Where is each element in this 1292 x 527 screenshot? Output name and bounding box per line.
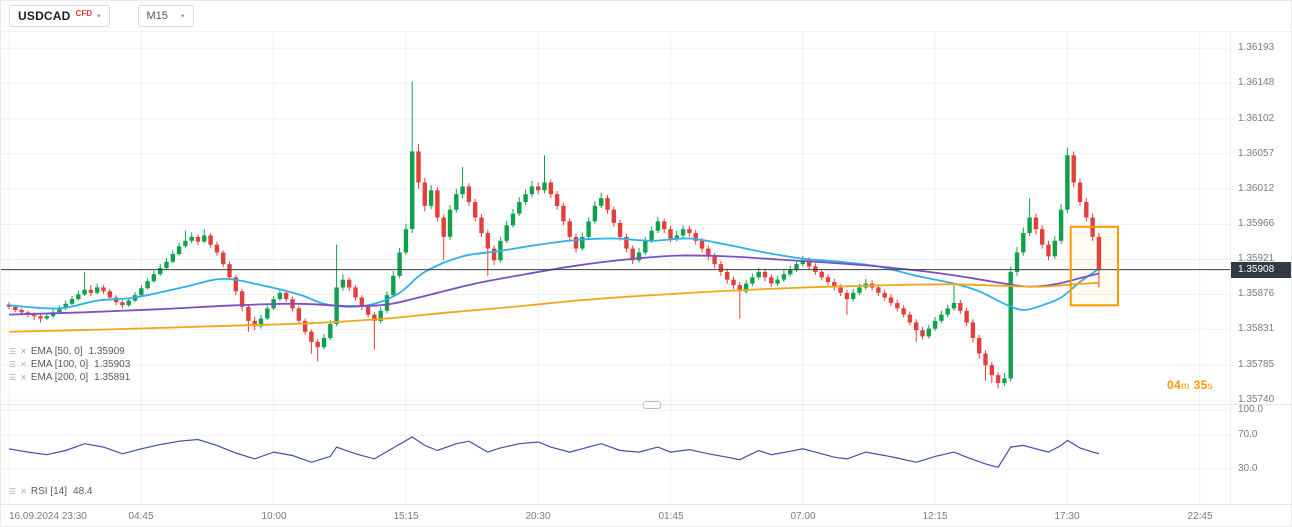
rsi-grid bbox=[1, 405, 1233, 504]
time-tick-label: 16.09.2024 23:30 bbox=[9, 511, 87, 522]
indicator-settings-icon[interactable]: ☰ bbox=[9, 486, 17, 496]
timeframe-selector[interactable]: M15 ▾ bbox=[137, 5, 194, 27]
current-price-badge: 1.35908 bbox=[1231, 262, 1291, 278]
rsi-indicator-legend: ☰ ✕ RSI [14] 48.4 bbox=[9, 485, 92, 498]
price-tick-label: 1.35785 bbox=[1238, 359, 1275, 370]
chevron-down-icon: ▾ bbox=[181, 13, 185, 20]
indicator-label: RSI [14] bbox=[30, 486, 68, 497]
time-tick-label: 17:30 bbox=[1054, 511, 1080, 522]
time-tick-label: 15:15 bbox=[393, 511, 419, 522]
price-tick-label: 1.36012 bbox=[1238, 183, 1275, 194]
indicator-settings-icon[interactable]: ☰ bbox=[9, 346, 17, 356]
ema-200-line bbox=[8, 281, 1099, 333]
price-tick-label: 1.35966 bbox=[1238, 218, 1275, 229]
price-tick-label: 1.35876 bbox=[1238, 288, 1275, 299]
candlestick-chart[interactable] bbox=[1, 31, 1233, 404]
indicator-remove-icon[interactable]: ✕ bbox=[20, 346, 27, 356]
time-axis[interactable]: 16.09.2024 23:30 04:45 10:00 15:15 20:30 01:4… bbox=[1, 504, 1291, 526]
price-tick-label: 1.35831 bbox=[1238, 323, 1275, 334]
indicator-label: EMA [200, 0] bbox=[30, 372, 89, 383]
price-tick-label: 1.35921 bbox=[1238, 253, 1275, 264]
indicator-value: 1.35903 bbox=[94, 359, 131, 370]
rsi-line bbox=[8, 436, 1100, 468]
chevron-down-icon: ▾ bbox=[97, 13, 101, 20]
price-tick-label: 1.36057 bbox=[1238, 148, 1275, 159]
time-tick-label: 07:00 bbox=[790, 511, 816, 522]
indicator-label: EMA [50, 0] bbox=[30, 346, 83, 357]
indicator-legend-ema100: ☰ ✕ EMA [100, 0] 1.35903 bbox=[9, 358, 130, 371]
indicator-legend-ema50: ☰ ✕ EMA [50, 0] 1.35909 bbox=[9, 345, 130, 358]
symbol-label: USDCAD bbox=[18, 9, 71, 23]
timer-seconds: 35 bbox=[1193, 378, 1208, 392]
timeframe-label: M15 bbox=[146, 10, 168, 22]
price-tick-label: 1.36102 bbox=[1238, 113, 1275, 124]
symbol-type-label: CFD bbox=[75, 9, 92, 18]
timer-minutes: 04 bbox=[1167, 378, 1181, 392]
indicator-label: EMA [100, 0] bbox=[30, 359, 89, 370]
time-tick-label: 20:30 bbox=[525, 511, 551, 522]
selection-highlight-box[interactable] bbox=[1069, 225, 1119, 307]
indicator-remove-icon[interactable]: ✕ bbox=[20, 486, 27, 496]
time-tick-label: 22:45 bbox=[1187, 511, 1213, 522]
indicator-value: 1.35891 bbox=[94, 372, 131, 383]
rsi-chart[interactable] bbox=[1, 405, 1233, 504]
ema-50-line bbox=[8, 237, 1100, 311]
timer-minutes-unit: m bbox=[1180, 381, 1190, 392]
symbol-selector[interactable]: USDCAD CFD ▾ bbox=[9, 5, 110, 27]
ema-100-line bbox=[8, 254, 1100, 316]
grid bbox=[1, 31, 1233, 404]
indicator-remove-icon[interactable]: ✕ bbox=[20, 372, 27, 382]
indicator-value: 1.35909 bbox=[88, 346, 125, 357]
indicator-settings-icon[interactable]: ☰ bbox=[9, 372, 17, 382]
candles-group bbox=[6, 81, 1102, 389]
indicator-remove-icon[interactable]: ✕ bbox=[20, 359, 27, 369]
indicator-legend: ☰ ✕ EMA [50, 0] 1.35909 ☰ ✕ EMA [100, 0]… bbox=[9, 345, 130, 384]
time-tick-label: 04:45 bbox=[128, 511, 154, 522]
time-tick-label: 10:00 bbox=[261, 511, 287, 522]
price-tick-label: 1.36148 bbox=[1238, 77, 1275, 88]
indicator-legend-ema200: ☰ ✕ EMA [200, 0] 1.35891 bbox=[9, 371, 130, 384]
rsi-tick-label: 30.0 bbox=[1238, 463, 1258, 474]
indicator-settings-icon[interactable]: ☰ bbox=[9, 359, 17, 369]
indicator-legend-rsi: ☰ ✕ RSI [14] 48.4 bbox=[9, 485, 92, 498]
topbar: USDCAD CFD ▾ M15 ▾ bbox=[1, 1, 1291, 32]
candle-countdown-timer: 04m 35s bbox=[1167, 378, 1217, 392]
pane-resize-handle[interactable] bbox=[643, 401, 661, 409]
price-tick-label: 1.35740 bbox=[1238, 394, 1275, 405]
rsi-tick-label: 100.0 bbox=[1238, 404, 1264, 415]
time-tick-label: 12:15 bbox=[922, 511, 948, 522]
time-tick-label: 01:45 bbox=[658, 511, 684, 522]
indicator-value: 48.4 bbox=[73, 486, 93, 497]
rsi-tick-label: 70.0 bbox=[1238, 429, 1258, 440]
timer-seconds-unit: s bbox=[1207, 381, 1213, 392]
price-tick-label: 1.36193 bbox=[1238, 42, 1275, 53]
